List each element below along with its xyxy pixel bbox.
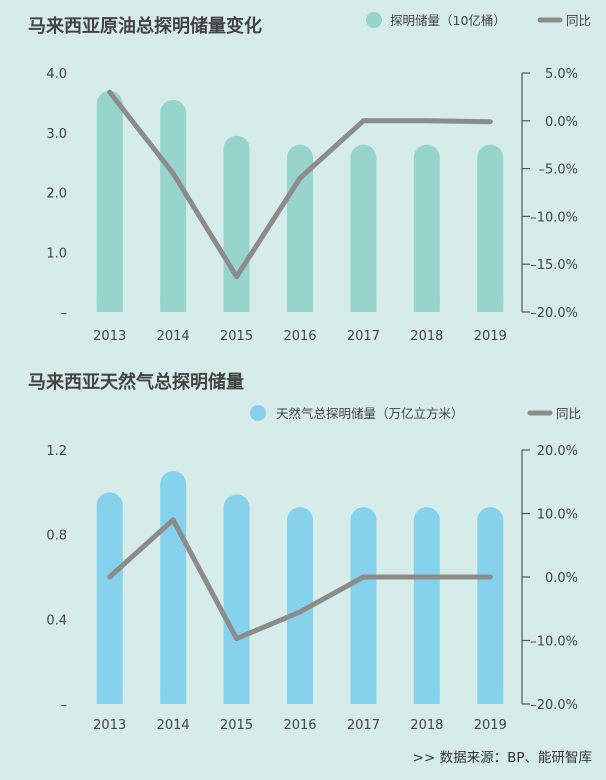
oil-legend-bar-swatch	[366, 12, 382, 28]
oil-legend-line-label: 同比	[566, 13, 591, 28]
oil-left-tick-label: 2.0	[46, 187, 67, 202]
gas-right-tick-label: 0.0%	[545, 571, 578, 586]
oil-bar-base	[96, 299, 123, 312]
oil-bar-base	[223, 299, 250, 312]
oil-x-tick-label: 2017	[347, 329, 380, 344]
gas-right-tick-label: –20.0%	[530, 698, 578, 713]
gas-x-tick-label: 2015	[220, 718, 253, 733]
oil-left-tick-label: 3.0	[46, 127, 67, 142]
oil-left-tick-label: –	[61, 306, 68, 321]
oil-left-tick-label: 4.0	[46, 67, 67, 82]
oil-x-tick-label: 2016	[283, 329, 316, 344]
gas-bar	[287, 507, 313, 704]
oil-chart-title: 马来西亚原油总探明储量变化	[28, 15, 262, 37]
oil-x-tick-label: 2018	[410, 329, 443, 344]
gas-x-tick-label: 2016	[283, 718, 316, 733]
gas-left-tick-label: 0.8	[46, 529, 67, 544]
gas-x-tick-label: 2017	[347, 718, 380, 733]
gas-bar-base	[96, 691, 123, 704]
gas-bar	[160, 471, 187, 704]
oil-bar	[160, 99, 187, 312]
gas-right-tick-label: 20.0%	[537, 444, 578, 459]
oil-left-tick-label: 1.0	[46, 246, 67, 261]
oil-bar	[477, 144, 504, 312]
oil-bar	[223, 135, 250, 312]
gas-bar-base	[287, 691, 313, 704]
oil-x-tick-label: 2019	[474, 329, 507, 344]
oil-bar	[350, 144, 377, 312]
gas-bar	[477, 507, 504, 704]
oil-reserves-chart: 马来西亚原油总探明储量变化 探明储量（10亿桶） 同比 – 1.0 2.0 3.0 4.0 –2…	[0, 0, 606, 360]
gas-x-tick-label: 2014	[157, 718, 190, 733]
gas-chart-title: 马来西亚天然气总探明储量	[28, 371, 244, 393]
oil-right-tick-label: 0.0%	[545, 115, 578, 130]
oil-right-tick-label: –20.0%	[530, 306, 578, 321]
gas-x-tick-label: 2018	[410, 718, 443, 733]
oil-bar-base	[160, 299, 187, 312]
oil-right-tick-label: 5.0%	[545, 67, 578, 82]
oil-right-tick-label: –5.0%	[538, 163, 578, 178]
oil-x-tick-label: 2013	[93, 329, 126, 344]
gas-left-tick-label: 1.2	[46, 444, 67, 459]
gas-right-tick-label: –10.0%	[530, 635, 578, 650]
gas-legend-line-label: 同比	[556, 406, 581, 421]
gas-bar	[413, 507, 440, 704]
oil-x-tick-label: 2015	[220, 329, 253, 344]
source-note: >> 数据来源：BP、能研智库	[412, 750, 592, 766]
oil-bar-base	[350, 299, 377, 312]
gas-x-tick-label: 2019	[474, 718, 507, 733]
oil-bar	[96, 90, 123, 312]
gas-legend-bar-label: 天然气总探明储量（万亿立方米）	[276, 406, 464, 421]
gas-legend-bar-swatch	[250, 405, 266, 421]
gas-bar-base	[413, 691, 440, 704]
gas-bar-base	[477, 691, 504, 704]
oil-x-tick-label: 2014	[157, 329, 190, 344]
oil-chart-svg: 马来西亚原油总探明储量变化 探明储量（10亿桶） 同比 – 1.0 2.0 3.0 4.0 –2…	[28, 12, 591, 344]
gas-bar	[223, 494, 250, 704]
gas-bar	[350, 507, 377, 704]
gas-bar-base	[160, 691, 187, 704]
gas-x-tick-label: 2013	[93, 718, 126, 733]
gas-left-tick-label: 0.4	[46, 613, 67, 628]
gas-left-tick-label: –	[61, 698, 68, 713]
gas-bar-base	[350, 691, 377, 704]
gas-bar-base	[223, 691, 250, 704]
oil-bar-base	[477, 299, 504, 312]
oil-legend-bar-label: 探明储量（10亿桶）	[390, 13, 506, 28]
oil-bar	[413, 144, 440, 312]
gas-reserves-chart: 马来西亚天然气总探明储量天然气总探明储量（万亿立方米） 同比 – 0.4 0.8 1.2 –…	[0, 360, 606, 750]
gas-bar	[96, 492, 123, 704]
gas-right-tick-label: 10.0%	[537, 508, 578, 523]
oil-right-tick-label: –10.0%	[530, 210, 578, 225]
oil-bar-base	[287, 299, 313, 312]
oil-bar-base	[413, 299, 440, 312]
oil-right-tick-label: –15.0%	[530, 258, 578, 273]
